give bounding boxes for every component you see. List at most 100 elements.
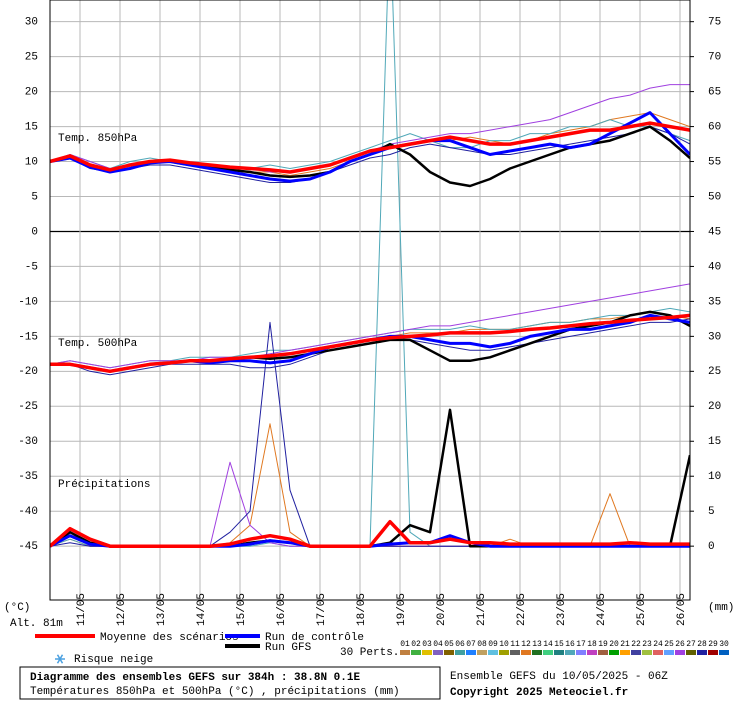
y-tick-label: 30 bbox=[25, 17, 38, 29]
chart-title: Diagramme des ensembles GEFS sur 384h : … bbox=[30, 672, 360, 684]
x-tick-label: 26/05 bbox=[676, 593, 688, 626]
perturbation-swatch bbox=[510, 650, 520, 655]
y2-tick-label: 30 bbox=[708, 331, 721, 343]
perturbation-swatch bbox=[433, 650, 443, 655]
snow-icon bbox=[55, 654, 65, 664]
series-line bbox=[50, 313, 690, 374]
y2-axis-label: (mm) bbox=[708, 602, 734, 614]
x-tick-label: 15/05 bbox=[236, 593, 248, 626]
y-tick-label: -15 bbox=[18, 331, 38, 343]
x-tick-label: 11/05 bbox=[76, 593, 88, 626]
perturbation-name: 19 bbox=[598, 640, 608, 649]
perturbation-swatch bbox=[554, 650, 564, 655]
perturbation-swatch bbox=[587, 650, 597, 655]
perturbation-swatch bbox=[521, 650, 531, 655]
perturbation-name: 28 bbox=[697, 640, 707, 649]
x-tick-label: 23/05 bbox=[556, 593, 568, 626]
y2-tick-label: 25 bbox=[708, 366, 721, 378]
perturbation-name: 10 bbox=[499, 640, 509, 649]
x-tick-label: 24/05 bbox=[596, 593, 608, 626]
y2-tick-label: 15 bbox=[708, 436, 721, 448]
panel-label: Précipitations bbox=[58, 479, 150, 491]
x-tick-label: 14/05 bbox=[196, 593, 208, 626]
series-line bbox=[50, 126, 690, 183]
perturbation-swatch bbox=[543, 650, 553, 655]
series-line bbox=[50, 283, 690, 369]
perturbation-name: 20 bbox=[609, 640, 619, 649]
run-info: Ensemble GEFS du 10/05/2025 - 06Z bbox=[450, 671, 668, 683]
title-box bbox=[19, 666, 441, 700]
labels: 302520151050-5-10-15-20-25-30-35-40-4575… bbox=[18, 17, 721, 626]
perturbation-name: 24 bbox=[653, 640, 663, 649]
legend-label: Run de contrôle bbox=[265, 632, 364, 644]
y-axis-label: (°C) bbox=[4, 602, 30, 614]
perturbation-name: 03 bbox=[422, 640, 432, 649]
y-tick-label: 20 bbox=[25, 87, 38, 99]
perturbation-swatch bbox=[466, 650, 476, 655]
y2-tick-label: 5 bbox=[708, 506, 715, 518]
y-tick-label: 0 bbox=[31, 226, 38, 238]
y2-tick-label: 50 bbox=[708, 191, 721, 203]
perturbation-swatch bbox=[598, 650, 608, 655]
perturbation-name: 27 bbox=[686, 640, 696, 649]
perturbation-name: 07 bbox=[466, 640, 476, 649]
panel-label: Temp. 500hPa bbox=[58, 338, 138, 350]
y2-tick-label: 10 bbox=[708, 471, 721, 483]
y2-tick-label: 65 bbox=[708, 87, 721, 99]
perturbation-swatch bbox=[631, 650, 641, 655]
perturbation-swatch bbox=[609, 650, 619, 655]
x-tick-label: 21/05 bbox=[476, 593, 488, 626]
perturbation-name: 09 bbox=[488, 640, 498, 649]
y-tick-label: -40 bbox=[18, 506, 38, 518]
y2-tick-label: 0 bbox=[708, 541, 715, 553]
x-tick-label: 12/05 bbox=[116, 593, 128, 626]
perturbation-name: 22 bbox=[631, 640, 641, 649]
y-tick-label: 15 bbox=[25, 121, 38, 133]
perturbation-swatch bbox=[719, 650, 729, 655]
perturbation-name: 30 bbox=[719, 640, 729, 649]
x-tick-label: 16/05 bbox=[276, 593, 288, 626]
legend-label: Run GFS bbox=[265, 642, 312, 654]
series-line bbox=[50, 121, 690, 174]
x-tick-label: 25/05 bbox=[636, 593, 648, 626]
y-tick-label: 5 bbox=[31, 191, 38, 203]
perturbation-swatch bbox=[532, 650, 542, 655]
perturbation-name: 11 bbox=[510, 640, 520, 649]
perturbation-name: 01 bbox=[400, 640, 410, 649]
perturbation-swatch bbox=[499, 650, 509, 655]
chart-subtitle: Températures 850hPa et 500hPa (°C) , pré… bbox=[30, 686, 400, 698]
y2-tick-label: 40 bbox=[708, 261, 721, 273]
y-tick-label: -45 bbox=[18, 541, 38, 553]
plot-frame bbox=[49, 0, 691, 601]
perturbation-swatch bbox=[488, 650, 498, 655]
x-tick-label: 17/05 bbox=[316, 593, 328, 626]
perturbation-swatch bbox=[422, 650, 432, 655]
perturbation-swatch bbox=[697, 650, 707, 655]
y-tick-label: 10 bbox=[25, 156, 38, 168]
perturbation-name: 12 bbox=[521, 640, 531, 649]
x-tick-label: 19/05 bbox=[396, 593, 408, 626]
perturbation-name: 13 bbox=[532, 640, 542, 649]
y2-tick-label: 55 bbox=[708, 156, 721, 168]
perturbation-name: 08 bbox=[477, 640, 487, 649]
y-tick-label: -10 bbox=[18, 296, 38, 308]
perturbation-swatch bbox=[477, 650, 487, 655]
perts-label: 30 Perts. bbox=[340, 647, 399, 659]
panel-label: Temp. 850hPa bbox=[58, 133, 138, 145]
perturbation-name: 21 bbox=[620, 640, 630, 649]
perturbation-swatch bbox=[686, 650, 696, 655]
perturbation-swatch bbox=[620, 650, 630, 655]
snow-label: Risque neige bbox=[74, 654, 153, 666]
y-tick-label: -30 bbox=[18, 436, 38, 448]
grid bbox=[50, 0, 694, 600]
perturbation-name: 14 bbox=[543, 640, 553, 649]
y-tick-label: -5 bbox=[25, 261, 38, 273]
y-tick-label: -25 bbox=[18, 401, 38, 413]
x-tick-label: 18/05 bbox=[356, 593, 368, 626]
perturbation-name: 25 bbox=[664, 640, 674, 649]
series-line bbox=[50, 119, 690, 169]
perturbation-swatch bbox=[675, 650, 685, 655]
perturbation-swatch bbox=[411, 650, 421, 655]
